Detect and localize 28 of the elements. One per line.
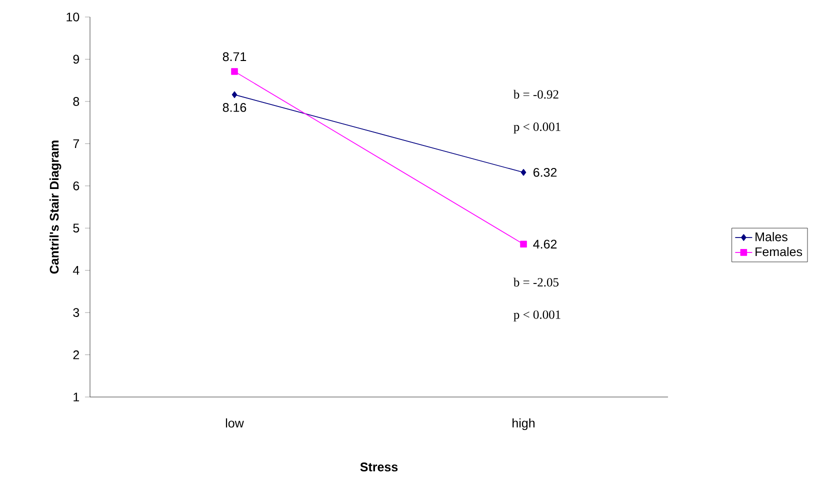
y-tick-label: 9 bbox=[73, 54, 80, 64]
y-tick-label: 10 bbox=[66, 12, 80, 22]
annotation: p < 0.001 bbox=[514, 122, 560, 134]
data-label: 4.62 bbox=[533, 240, 557, 249]
data-label: 8.71 bbox=[222, 52, 246, 62]
y-tick-label: 6 bbox=[73, 181, 80, 190]
x-tick-label: low bbox=[226, 418, 244, 428]
legend-label: Males bbox=[756, 232, 788, 242]
data-label: 8.16 bbox=[222, 103, 246, 112]
y-tick-label: 7 bbox=[73, 139, 80, 148]
y-tick-label: 3 bbox=[73, 308, 80, 317]
point bbox=[520, 168, 526, 176]
point bbox=[231, 68, 238, 75]
point bbox=[232, 91, 238, 98]
y-tick-label: 1 bbox=[74, 392, 80, 402]
y-tick-label: 2 bbox=[73, 350, 80, 360]
y-tick-label: 4 bbox=[72, 266, 80, 275]
point bbox=[520, 240, 527, 248]
y-axis-title: Cantril's Stair Diagram bbox=[49, 140, 62, 274]
annotation: b = -2.05 bbox=[513, 278, 559, 287]
legend-label: Females bbox=[756, 246, 802, 256]
y-tick-label: 5 bbox=[73, 224, 80, 232]
annotation: p < 0.001 bbox=[514, 310, 560, 322]
annotation: b = -0.92 bbox=[513, 90, 558, 99]
data-label: 6.32 bbox=[534, 168, 557, 177]
y-tick-label: 8 bbox=[73, 97, 80, 106]
x-axis-title: Stress bbox=[360, 462, 398, 472]
x-tick-label: high bbox=[512, 418, 535, 430]
